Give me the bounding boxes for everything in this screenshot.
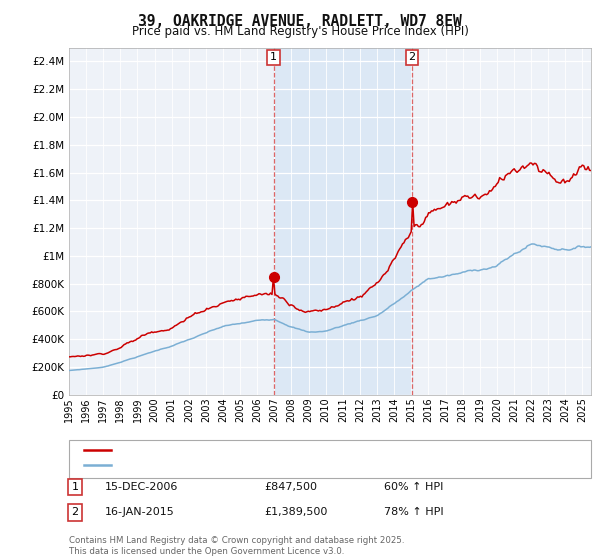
Text: 1: 1 bbox=[270, 52, 277, 62]
Text: Price paid vs. HM Land Registry's House Price Index (HPI): Price paid vs. HM Land Registry's House … bbox=[131, 25, 469, 38]
Text: 16-JAN-2015: 16-JAN-2015 bbox=[105, 507, 175, 517]
Text: 2: 2 bbox=[409, 52, 416, 62]
Text: 39, OAKRIDGE AVENUE, RADLETT, WD7 8EW: 39, OAKRIDGE AVENUE, RADLETT, WD7 8EW bbox=[138, 14, 462, 29]
Text: £1,389,500: £1,389,500 bbox=[264, 507, 328, 517]
Text: £847,500: £847,500 bbox=[264, 482, 317, 492]
Text: 2: 2 bbox=[71, 507, 79, 517]
Text: 60% ↑ HPI: 60% ↑ HPI bbox=[384, 482, 443, 492]
Text: 39, OAKRIDGE AVENUE, RADLETT, WD7 8EW (detached house): 39, OAKRIDGE AVENUE, RADLETT, WD7 8EW (d… bbox=[117, 445, 443, 455]
Bar bbox=[274, 48, 412, 395]
Text: Contains HM Land Registry data © Crown copyright and database right 2025.
This d: Contains HM Land Registry data © Crown c… bbox=[69, 536, 404, 556]
Text: 1: 1 bbox=[71, 482, 79, 492]
Text: HPI: Average price, detached house, Hertsmere: HPI: Average price, detached house, Hert… bbox=[117, 460, 365, 470]
Text: 78% ↑ HPI: 78% ↑ HPI bbox=[384, 507, 443, 517]
Text: 15-DEC-2006: 15-DEC-2006 bbox=[105, 482, 178, 492]
